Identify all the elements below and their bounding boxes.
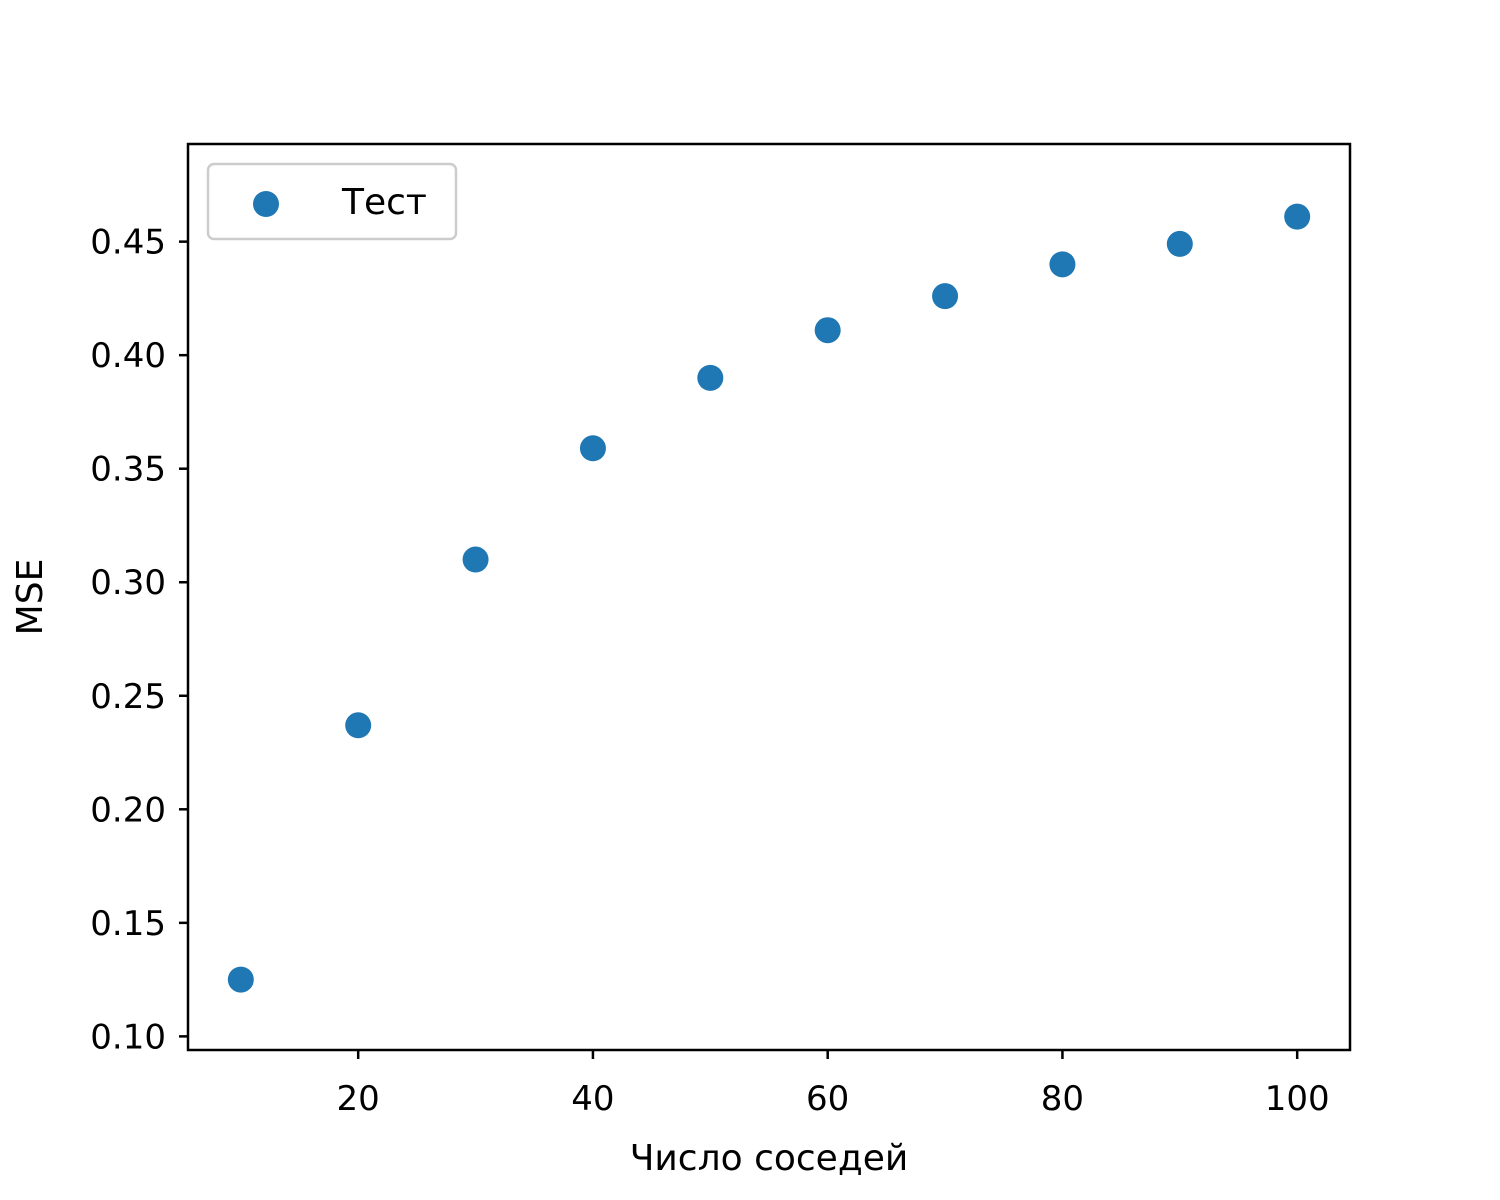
- y-axis-ticks: 0.10 0.15 0.20 0.25 0.30 0.35 0.40 0.45: [90, 223, 188, 1057]
- y-tick-label: 0.35: [90, 450, 166, 490]
- data-point: [932, 283, 959, 310]
- plot-frame: [186, 142, 1352, 1052]
- y-tick-label: 0.45: [90, 223, 166, 263]
- data-point: [1166, 230, 1193, 257]
- x-tick-label: 60: [806, 1079, 849, 1119]
- plot-background: [188, 144, 1350, 1050]
- x-tick-label: 80: [1041, 1079, 1084, 1119]
- x-tick-label: 100: [1265, 1079, 1330, 1119]
- x-axis-label: Число соседей: [630, 1138, 909, 1179]
- data-point: [227, 966, 254, 993]
- legend-label: Тест: [341, 182, 427, 223]
- y-tick-label: 0.30: [90, 563, 166, 603]
- data-point: [1049, 251, 1076, 278]
- legend-frame: [206, 162, 458, 241]
- data-point: [462, 546, 489, 573]
- x-tick-label: 40: [571, 1079, 614, 1119]
- x-tick-label: 20: [337, 1079, 380, 1119]
- y-axis-label: MSE: [10, 559, 51, 636]
- y-tick-label: 0.15: [90, 904, 166, 944]
- y-tick-label: 0.40: [90, 336, 166, 376]
- y-tick-label: 0.25: [90, 677, 166, 717]
- data-point: [697, 364, 724, 391]
- data-points: [227, 203, 1311, 993]
- data-point: [579, 435, 606, 462]
- y-tick-label: 0.10: [90, 1017, 166, 1057]
- legend-marker: [253, 191, 279, 217]
- data-point: [345, 712, 372, 739]
- x-axis-ticks: 20 40 60 80 100: [337, 1050, 1330, 1119]
- data-point: [1284, 203, 1311, 230]
- data-point: [814, 317, 841, 344]
- y-tick-label: 0.20: [90, 790, 166, 830]
- legend: Тест: [206, 162, 458, 241]
